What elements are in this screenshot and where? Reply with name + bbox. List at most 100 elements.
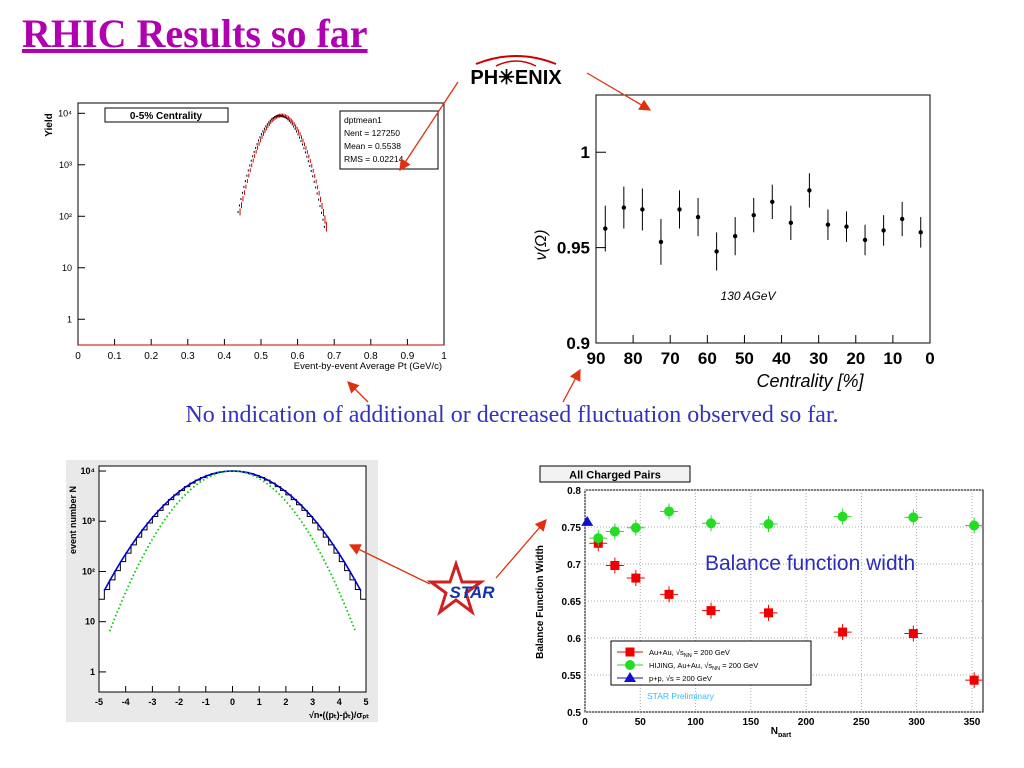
x-tick-label: -2 xyxy=(175,697,183,707)
data-point-p-p xyxy=(581,515,594,526)
x-tick-label: -5 xyxy=(95,697,103,707)
x-tick-label: 80 xyxy=(624,349,643,368)
data-point-au-au xyxy=(969,675,979,685)
x-tick-label: 2 xyxy=(283,697,288,707)
y-tick-label: 0.75 xyxy=(562,523,582,534)
data-point-au-au xyxy=(631,573,641,583)
data-point-hijing xyxy=(706,518,717,529)
data-point xyxy=(603,226,608,231)
x-tick-label: 100 xyxy=(687,717,704,728)
x-tick-label: 250 xyxy=(853,717,870,728)
y-tick-label: 10³ xyxy=(82,516,95,526)
y-tick-label: 10 xyxy=(62,263,72,273)
data-point-hijing xyxy=(593,533,604,544)
y-tick-label: 10 xyxy=(85,617,95,627)
x-tick-label: 90 xyxy=(587,349,606,368)
data-point xyxy=(677,207,682,212)
x-tick-label: 0.5 xyxy=(254,351,268,362)
y-tick-label: 10³ xyxy=(59,160,72,170)
data-point xyxy=(714,249,719,254)
data-point xyxy=(751,212,756,218)
x-tick-label: 0 xyxy=(925,349,934,368)
fit-curve xyxy=(103,470,362,591)
stats-line: dptmean1 xyxy=(344,115,382,125)
x-axis-label: Event-by-event Average Pt (GeV/c) xyxy=(294,361,442,372)
data-point-au-au xyxy=(664,589,674,599)
balance-label: Balance function width xyxy=(705,552,915,575)
y-tick-label: 0.8 xyxy=(567,486,581,497)
pt-histogram-panel: 0 0.1 0.2 0.3 0.4 0.5 0.6 0.7 0.8 0.9 1 1 10 10² 10³ 10… xyxy=(40,95,460,385)
y-tick-label: 1 xyxy=(90,667,95,677)
data-point xyxy=(640,207,645,212)
x-tick-label: 40 xyxy=(772,349,791,368)
balance-function-panel: All Charged Pairs 0 50 100 150 200 250 300 350 0.… xyxy=(535,465,984,737)
x-tick-label: 30 xyxy=(809,349,828,368)
x-tick-label: 0 xyxy=(582,717,588,728)
y-axis-label: event number N xyxy=(68,486,78,554)
legend-label: HIJING, Au+Au, √sNN = 200 GeV xyxy=(649,661,758,672)
y-tick-label: 1 xyxy=(581,143,590,162)
data-point xyxy=(788,220,794,226)
legend-text: 0-5% Centrality xyxy=(130,111,203,122)
x-tick-label: -1 xyxy=(202,697,210,707)
x-tick-label: 3 xyxy=(310,697,315,707)
data-point-au-au xyxy=(764,608,774,618)
y-tick-label: 0.65 xyxy=(562,597,582,608)
x-tick-label: 50 xyxy=(735,349,754,368)
data-point-hijing xyxy=(630,522,641,533)
data-point-hijing xyxy=(837,511,848,522)
y-tick-label: 0.9 xyxy=(566,334,590,353)
stats-line: Mean = 0.5538 xyxy=(344,141,401,151)
data-point-au-au xyxy=(706,606,716,616)
x-tick-label: 1 xyxy=(441,351,447,362)
data-point-hijing xyxy=(763,519,774,530)
x-tick-label: 0.1 xyxy=(108,351,122,362)
data-point-au-au xyxy=(838,627,848,637)
x-tick-label: 0.6 xyxy=(291,351,305,362)
data-point xyxy=(862,237,868,243)
x-tick-label: 10 xyxy=(883,349,902,368)
x-tick-label: 0 xyxy=(75,351,81,362)
chart-title-box xyxy=(539,465,691,483)
y-tick-label: 0.95 xyxy=(557,239,590,258)
slide-note: No indication of additional or decreased… xyxy=(185,402,839,428)
x-tick-label: 0.7 xyxy=(327,351,341,362)
y-tick-label: 10² xyxy=(59,211,72,221)
stats-line: RMS = 0.02214 xyxy=(344,154,404,164)
chart-title: All Charged Pairs xyxy=(569,470,661,482)
data-point-au-au xyxy=(610,560,620,570)
legend-label: p+p, √s = 200 GeV xyxy=(649,674,712,683)
phenix-logo: PH✳ENIX xyxy=(470,55,562,89)
x-tick-label: 150 xyxy=(742,717,759,728)
data-point xyxy=(899,216,905,222)
data-point-hijing xyxy=(969,520,980,531)
x-tick-label: 1 xyxy=(257,697,262,707)
x-tick-label: 0.2 xyxy=(144,351,158,362)
legend-marker xyxy=(625,660,635,670)
plot-frame xyxy=(98,465,367,693)
x-tick-label: 0.8 xyxy=(364,351,378,362)
x-tick-label: 60 xyxy=(698,349,717,368)
y-axis-label: Yield xyxy=(44,113,55,137)
y-tick-label: 0.55 xyxy=(562,671,582,682)
data-point-hijing xyxy=(908,512,919,523)
y-tick-label: 0.6 xyxy=(567,634,581,645)
x-tick-label: 350 xyxy=(964,717,981,728)
x-tick-label: 50 xyxy=(635,717,647,728)
legend-label: Au+Au, √sNN = 200 GeV xyxy=(649,648,730,659)
fluctuation-centrality-panel: 90 80 70 60 50 40 30 20 10 0 0.9 0.95 1 Centrality [%… xyxy=(533,94,935,391)
data-point xyxy=(658,239,664,245)
data-point xyxy=(881,228,886,233)
x-tick-label: 4 xyxy=(337,697,342,707)
x-tick-label: 0.9 xyxy=(400,351,414,362)
y-axis-label: Balance Function Width xyxy=(535,545,546,659)
data-point xyxy=(825,222,831,227)
x-axis-label: Centrality [%] xyxy=(756,371,864,391)
data-point xyxy=(770,199,775,205)
y-tick-label: 10⁴ xyxy=(58,108,72,118)
y-axis-label: ν(Ω) xyxy=(533,230,550,261)
star-logo-text: STAR xyxy=(449,583,495,602)
plot-frame xyxy=(595,94,931,344)
energy-annotation: 130 AGeV xyxy=(721,289,777,303)
data-point xyxy=(844,224,849,229)
